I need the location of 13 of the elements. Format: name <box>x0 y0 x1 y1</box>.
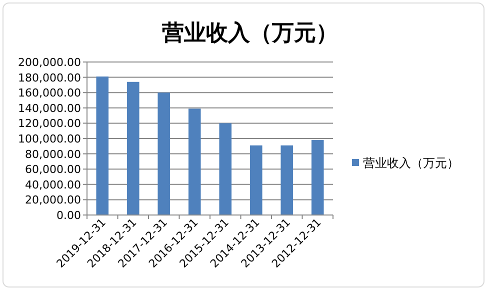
y-tick-label: 160,000.00 <box>18 86 81 100</box>
y-tick-label: 180,000.00 <box>18 71 81 84</box>
y-tick-label: 200,000.00 <box>18 56 81 69</box>
y-tick-label: 80,000.00 <box>25 148 81 161</box>
legend-label: 营业收入（万元） <box>363 156 459 170</box>
y-tick-label: 100,000.00 <box>18 132 81 146</box>
y-tick-label: 20,000.00 <box>25 194 81 207</box>
y-tick-label: 40,000.00 <box>25 178 81 192</box>
y-tick-label: 140,000.00 <box>18 102 81 115</box>
chart-title: 营业收入（万元） <box>161 21 338 46</box>
y-tick-label: 120,000.00 <box>18 117 81 130</box>
y-tick-label: 60,000.00 <box>25 163 81 176</box>
y-tick-label: 0.00 <box>56 209 81 222</box>
